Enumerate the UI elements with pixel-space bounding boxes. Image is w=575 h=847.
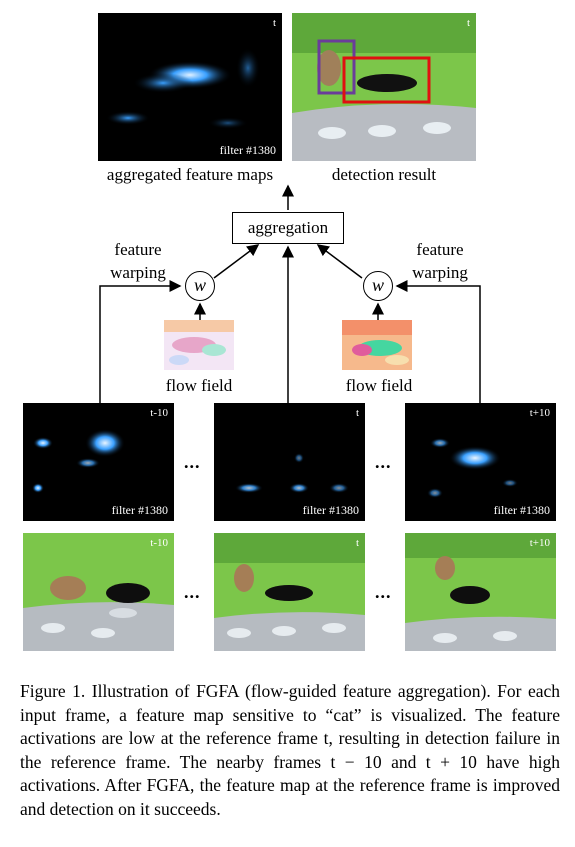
right-flow-field-label: flow field [345, 376, 413, 395]
right-warping-label-line2: warping [412, 263, 468, 282]
frame-filter-label: filter #1380 [302, 503, 359, 517]
frame-time-label: t [355, 537, 359, 549]
left-flow-field-label: flow field [165, 376, 233, 395]
detection-box-red [342, 56, 431, 104]
feature-ellipsis-right: ... [375, 452, 392, 472]
detection-result-scene [292, 13, 476, 161]
right-warping-label-line1: feature [416, 240, 464, 259]
feature-map-t-minus-10: t-10 filter #1380 [23, 403, 174, 521]
aggregated-feature-map: t filter #1380 [98, 13, 282, 161]
left-warp-operator: w [185, 271, 215, 301]
frame-time-label: t+10 [529, 537, 550, 549]
video-frame-t-minus-10: t-10 [23, 533, 174, 651]
right-warp-operator: w [363, 271, 393, 301]
detection-box-purple [317, 39, 356, 95]
frame-filter-label: filter #1380 [493, 503, 550, 517]
video-frame-t-plus-10: t+10 [405, 533, 556, 651]
frame-time-label: t-10 [150, 407, 168, 419]
aggregated-feature-filter-label: filter #1380 [219, 143, 276, 157]
frame-time-label: t+10 [529, 407, 550, 419]
figure-caption: Figure 1. Illustration of FGFA (flow-gui… [20, 681, 560, 819]
frame-ellipsis-left: ... [184, 582, 201, 602]
frame-filter-label: filter #1380 [111, 503, 168, 517]
aggregated-feature-caption: aggregated feature maps [106, 165, 274, 184]
frame-time-label: t [355, 407, 359, 419]
aggregated-feature-time-label: t [272, 17, 276, 29]
left-warping-label-line2: warping [110, 263, 166, 282]
aggregated-feature-map-activation [106, 48, 260, 129]
aggregation-box: aggregation [232, 212, 344, 244]
frame-ellipsis-right: ... [375, 582, 392, 602]
feature-map-t: t filter #1380 [214, 403, 365, 521]
feature-ellipsis-left: ... [184, 452, 201, 472]
right-flow-field-image [342, 320, 412, 370]
feature-map-t-plus-10: t+10 filter #1380 [405, 403, 556, 521]
left-warping-label-line1: feature [114, 240, 162, 259]
detection-time-label: t [466, 17, 470, 29]
left-flow-field-image [164, 320, 234, 370]
frame-time-label: t-10 [150, 537, 168, 549]
detection-result-caption: detection result [331, 165, 437, 184]
detection-result-image: t [292, 13, 476, 161]
video-frame-t: t [214, 533, 365, 651]
